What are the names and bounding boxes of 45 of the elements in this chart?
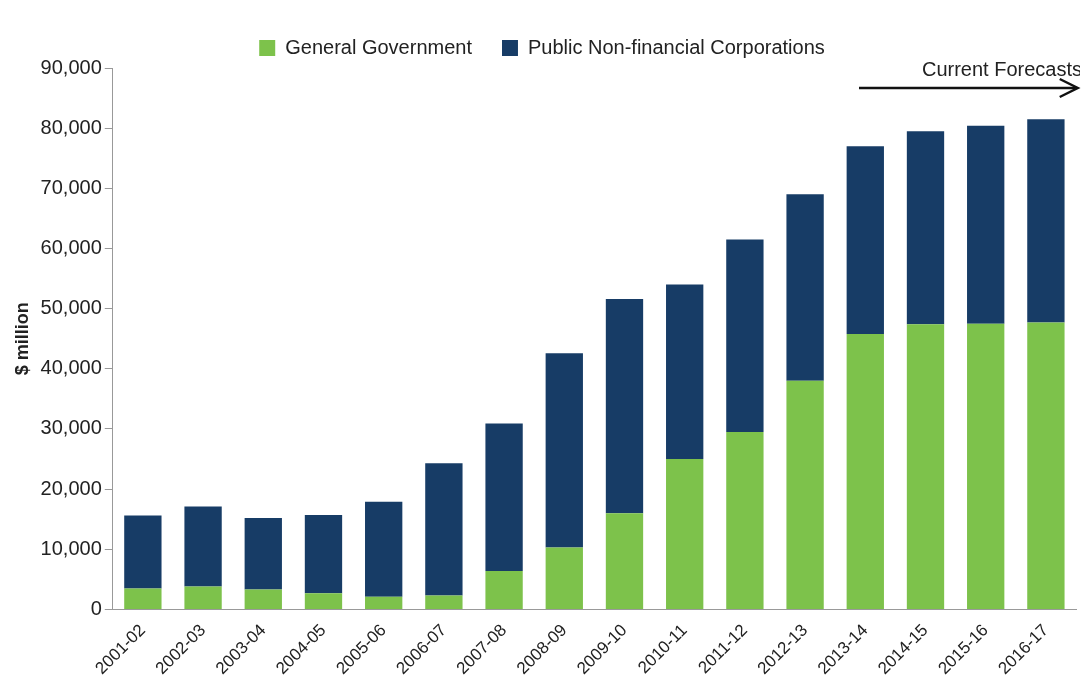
- bar: [365, 501, 403, 597]
- y-tick-label: 30,000: [40, 416, 102, 439]
- bar: [1027, 322, 1065, 609]
- bar: [1027, 119, 1065, 323]
- bar: [244, 518, 282, 590]
- y-tick-label: 80,000: [40, 115, 102, 138]
- bar: [124, 588, 162, 609]
- bar: [485, 423, 523, 571]
- bar: [666, 459, 704, 609]
- y-axis-title: $ million: [11, 302, 32, 376]
- y-tick-label: 20,000: [40, 476, 102, 499]
- bar: [605, 299, 644, 514]
- y-tick-label: 40,000: [40, 356, 102, 379]
- bar: [304, 593, 343, 609]
- legend-label: Public Non-financial Corporations: [527, 35, 825, 58]
- bar: [666, 284, 704, 460]
- bar: [846, 333, 884, 609]
- y-tick-label: 10,000: [40, 536, 102, 559]
- bar: [244, 589, 282, 609]
- bar: [365, 596, 403, 609]
- bar: [967, 323, 1005, 609]
- bar: [485, 570, 523, 609]
- bar: [967, 125, 1005, 324]
- bar: [184, 586, 222, 609]
- y-tick-label: 50,000: [40, 296, 102, 319]
- bar: [124, 515, 162, 589]
- bar: [184, 506, 222, 587]
- y-tick-label: 90,000: [40, 55, 102, 78]
- y-tick-label: 0: [90, 596, 102, 619]
- bar: [846, 146, 884, 334]
- bar: [545, 353, 583, 548]
- bar: [786, 380, 824, 609]
- bar: [726, 431, 764, 609]
- bar: [304, 515, 343, 594]
- bar: [425, 595, 463, 609]
- legend-label: General Government: [285, 35, 473, 58]
- bar: [605, 513, 644, 609]
- y-tick-label: 60,000: [40, 236, 102, 258]
- bar: [906, 324, 945, 609]
- bar: [425, 463, 463, 596]
- bar: [906, 131, 945, 325]
- bar: [545, 547, 583, 609]
- y-tick-label: 70,000: [40, 175, 102, 198]
- bar: [786, 194, 824, 381]
- bar: [726, 239, 764, 432]
